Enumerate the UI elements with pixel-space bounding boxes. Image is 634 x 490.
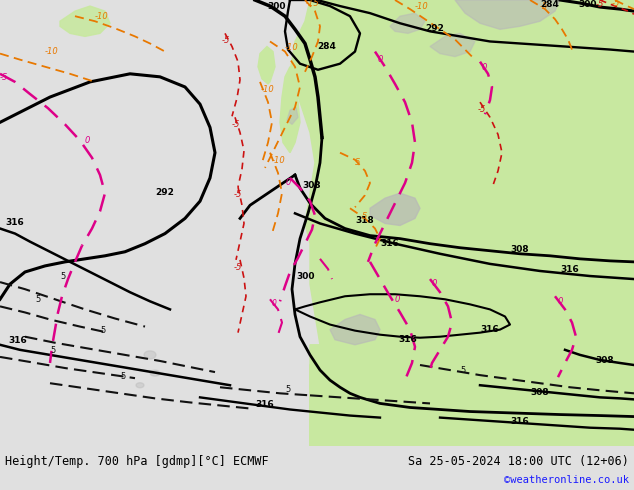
Text: 284: 284 xyxy=(540,0,559,9)
Ellipse shape xyxy=(150,370,160,376)
Text: 292: 292 xyxy=(425,24,444,33)
Polygon shape xyxy=(430,33,475,57)
Text: 316: 316 xyxy=(8,336,27,345)
Text: -15: -15 xyxy=(306,0,320,8)
Text: -5: -5 xyxy=(478,105,486,114)
Text: Sa 25-05-2024 18:00 UTC (12+06): Sa 25-05-2024 18:00 UTC (12+06) xyxy=(408,455,629,468)
Text: -10: -10 xyxy=(45,47,59,55)
Text: -5: -5 xyxy=(540,2,548,11)
Text: 0: 0 xyxy=(482,63,488,72)
Text: -10: -10 xyxy=(272,156,286,165)
Polygon shape xyxy=(280,67,300,153)
Text: 316: 316 xyxy=(5,219,23,227)
Polygon shape xyxy=(310,330,634,446)
Text: 316: 316 xyxy=(398,335,417,344)
Polygon shape xyxy=(330,315,380,345)
Text: 10: 10 xyxy=(392,0,403,2)
Text: 5: 5 xyxy=(35,295,40,304)
Polygon shape xyxy=(287,107,298,124)
Text: 308: 308 xyxy=(510,245,529,254)
Text: 316: 316 xyxy=(255,400,274,410)
Text: 316: 316 xyxy=(480,325,499,334)
Text: -10: -10 xyxy=(415,2,429,11)
Text: -5: -5 xyxy=(222,36,230,46)
Text: 308: 308 xyxy=(595,356,614,365)
Polygon shape xyxy=(310,335,450,446)
Text: 0: 0 xyxy=(432,279,437,288)
Polygon shape xyxy=(370,193,420,225)
Polygon shape xyxy=(292,47,310,97)
Text: ©weatheronline.co.uk: ©weatheronline.co.uk xyxy=(504,475,629,485)
Polygon shape xyxy=(418,279,455,327)
Text: 5: 5 xyxy=(355,158,360,167)
Text: 316: 316 xyxy=(560,265,579,274)
Text: 0: 0 xyxy=(558,297,564,306)
Text: 316: 316 xyxy=(510,416,529,426)
Text: 5: 5 xyxy=(120,372,126,381)
Text: 0: 0 xyxy=(395,295,401,304)
Text: 300: 300 xyxy=(296,272,314,281)
Text: 308: 308 xyxy=(530,389,548,397)
Polygon shape xyxy=(455,0,560,29)
Text: 316: 316 xyxy=(380,239,399,248)
Text: 5: 5 xyxy=(362,212,367,221)
Text: -5: -5 xyxy=(0,73,8,82)
Text: -5: -5 xyxy=(612,0,621,8)
Text: -5: -5 xyxy=(234,263,242,272)
Text: 5: 5 xyxy=(100,326,105,335)
Text: 0: 0 xyxy=(272,299,277,308)
Polygon shape xyxy=(290,0,634,446)
Polygon shape xyxy=(390,13,425,33)
Text: -5: -5 xyxy=(232,121,240,129)
Polygon shape xyxy=(418,228,495,289)
Text: 0: 0 xyxy=(85,136,91,145)
Text: 5: 5 xyxy=(285,385,290,394)
Text: 292: 292 xyxy=(155,188,174,197)
Ellipse shape xyxy=(136,383,144,388)
Text: 308: 308 xyxy=(302,181,321,190)
Polygon shape xyxy=(258,47,275,84)
Text: -5: -5 xyxy=(596,0,604,9)
Text: 300: 300 xyxy=(578,0,597,9)
Text: -5: -5 xyxy=(234,190,242,199)
Text: -10: -10 xyxy=(95,12,109,21)
Text: 5: 5 xyxy=(60,272,65,281)
Text: 5: 5 xyxy=(460,366,465,375)
Polygon shape xyxy=(60,6,110,36)
Text: -10: -10 xyxy=(261,85,275,94)
Polygon shape xyxy=(380,0,634,112)
Text: -10: -10 xyxy=(285,43,299,51)
Text: 0: 0 xyxy=(378,55,384,64)
Ellipse shape xyxy=(144,351,156,359)
Polygon shape xyxy=(488,299,634,377)
Text: 300: 300 xyxy=(267,2,285,11)
Text: Height/Temp. 700 hPa [gdmp][°C] ECMWF: Height/Temp. 700 hPa [gdmp][°C] ECMWF xyxy=(5,455,269,468)
Text: 5: 5 xyxy=(50,346,55,355)
Text: 284: 284 xyxy=(317,42,336,50)
Text: 0: 0 xyxy=(286,178,292,187)
Text: 318: 318 xyxy=(355,217,374,225)
